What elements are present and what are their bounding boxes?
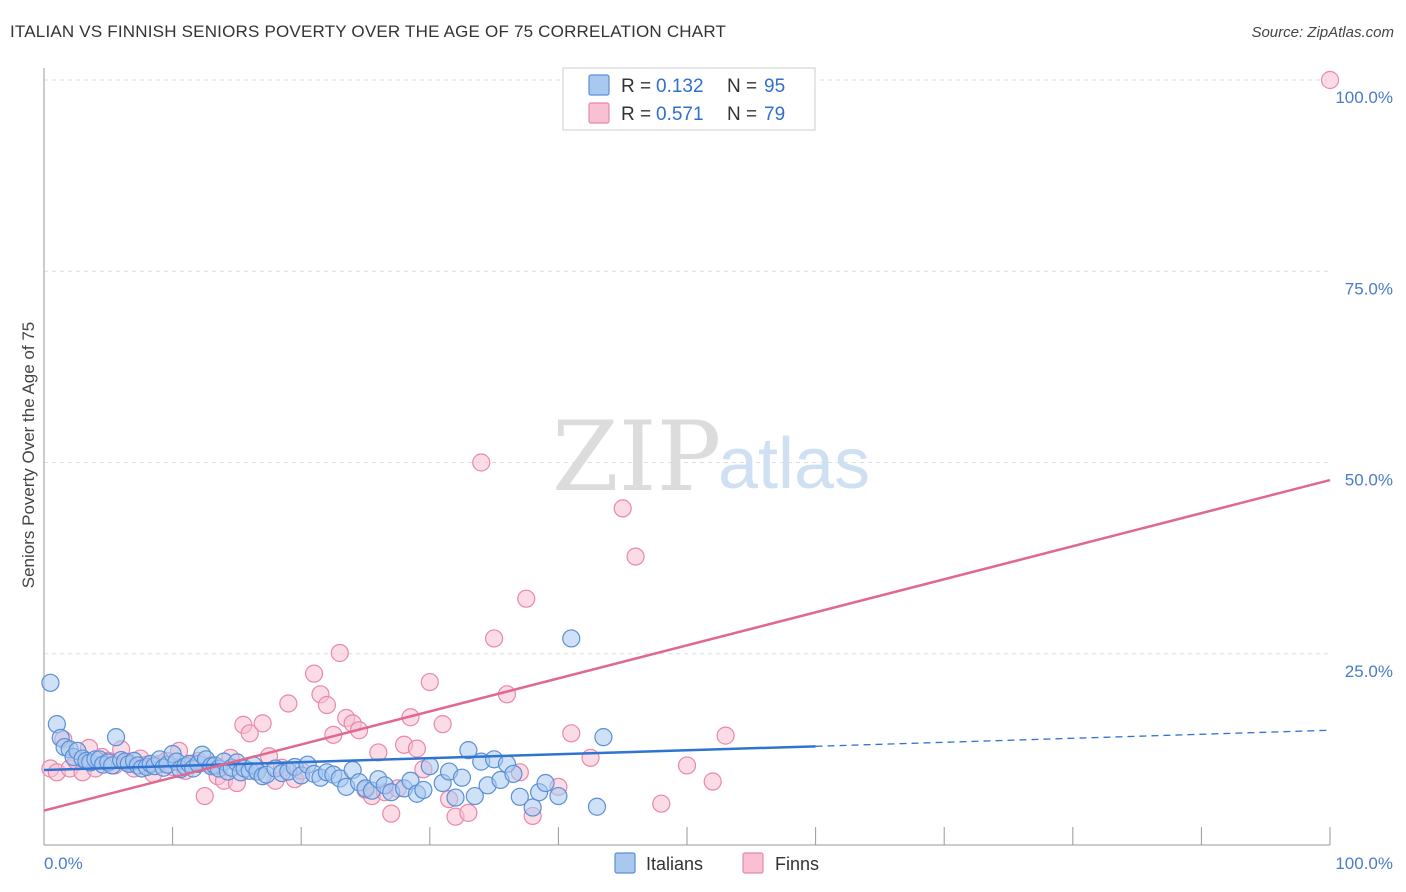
finns-point xyxy=(562,724,581,743)
finns-point xyxy=(420,672,439,692)
italians-point xyxy=(510,787,529,806)
legend-italians-swatch xyxy=(588,74,610,96)
grid-lines xyxy=(44,79,1330,655)
finns-point xyxy=(317,695,337,715)
legend-finns-r-value: 0.571 xyxy=(656,104,704,125)
legend-bottom-finns-label: Finns xyxy=(775,854,819,874)
finns-point xyxy=(703,772,722,791)
chart-title: ITALIAN VS FINNISH SENIORS POVERTY OVER … xyxy=(10,22,727,41)
y-tick-label: 50.0% xyxy=(1345,471,1393,490)
watermark: ZIP atlas xyxy=(552,401,870,513)
finns-point xyxy=(407,739,427,758)
watermark-atlas: atlas xyxy=(718,424,870,504)
x-tick-label: 0.0% xyxy=(44,854,83,873)
legend-finns-swatch xyxy=(588,102,610,124)
italians-point xyxy=(587,797,607,816)
y-tick-label: 75.0% xyxy=(1345,279,1393,298)
finns-point xyxy=(304,664,324,683)
chart-source: Source: ZipAtlas.com xyxy=(1251,24,1394,41)
x-tick-labels: 0.0% 100.0% xyxy=(44,854,1393,873)
watermark-zip: ZIP xyxy=(552,401,721,513)
finns-point xyxy=(517,589,536,608)
italians-point xyxy=(452,768,472,787)
legend-bottom-italians-label: Italians xyxy=(646,854,703,874)
finns-trend-line xyxy=(43,478,1331,812)
legend-top: R = 0.132 N = 95 R = 0.571 N = 79 xyxy=(562,67,816,131)
y-tick-labels: 100.0% 75.0% 50.0% 25.0% xyxy=(1335,88,1393,681)
legend-italians-n-label: N = xyxy=(727,76,757,97)
x-tick-label: 100.0% xyxy=(1335,854,1393,873)
italians-trend-extension xyxy=(815,729,1331,747)
finns-point xyxy=(240,724,259,743)
legend-italians-r-label: R = xyxy=(621,76,651,97)
finns-point xyxy=(330,643,349,663)
italians-point xyxy=(414,780,433,800)
italians-point xyxy=(41,673,60,692)
finns-point xyxy=(472,453,491,472)
italians-point xyxy=(594,728,613,747)
finns-point xyxy=(485,629,504,648)
finns-point xyxy=(253,714,272,733)
finns-point xyxy=(626,547,645,566)
finns-point xyxy=(382,804,401,823)
italians-point xyxy=(459,741,478,760)
italians-point xyxy=(536,773,555,793)
legend-finns-r-label: R = xyxy=(621,104,651,125)
y-axis-label: Seniors Poverty Over the Age of 75 xyxy=(19,322,38,588)
finns-point xyxy=(459,803,478,822)
italians-points xyxy=(41,629,613,817)
italians-trend-line xyxy=(43,745,816,772)
finns-point xyxy=(613,499,632,518)
finns-point xyxy=(1320,70,1340,90)
finns-point xyxy=(677,756,697,775)
finns-point xyxy=(195,786,214,806)
italians-point xyxy=(562,629,581,648)
italians-point xyxy=(549,786,568,806)
legend-bottom: Italians Finns xyxy=(614,852,819,874)
finns-point xyxy=(433,715,452,734)
legend-italians-n-value: 95 xyxy=(764,76,785,97)
axes xyxy=(43,68,1331,846)
italians-point xyxy=(446,788,465,807)
italians-point xyxy=(504,764,523,783)
italians-point xyxy=(523,798,542,817)
italians-point xyxy=(106,728,126,747)
finns-point xyxy=(279,694,298,713)
finns-point xyxy=(716,726,735,745)
y-tick-label: 25.0% xyxy=(1345,662,1393,681)
legend-bottom-italians-swatch xyxy=(614,852,636,874)
italians-point xyxy=(465,786,484,806)
legend-finns-n-value: 79 xyxy=(764,104,785,125)
legend-italians-r-value: 0.132 xyxy=(656,76,704,97)
y-tick-label: 100.0% xyxy=(1335,88,1393,107)
legend-finns-n-label: N = xyxy=(727,104,757,125)
trend-lines xyxy=(43,478,1331,812)
finns-point xyxy=(652,794,671,813)
legend-bottom-finns-swatch xyxy=(742,852,764,874)
italians-point xyxy=(420,757,439,776)
